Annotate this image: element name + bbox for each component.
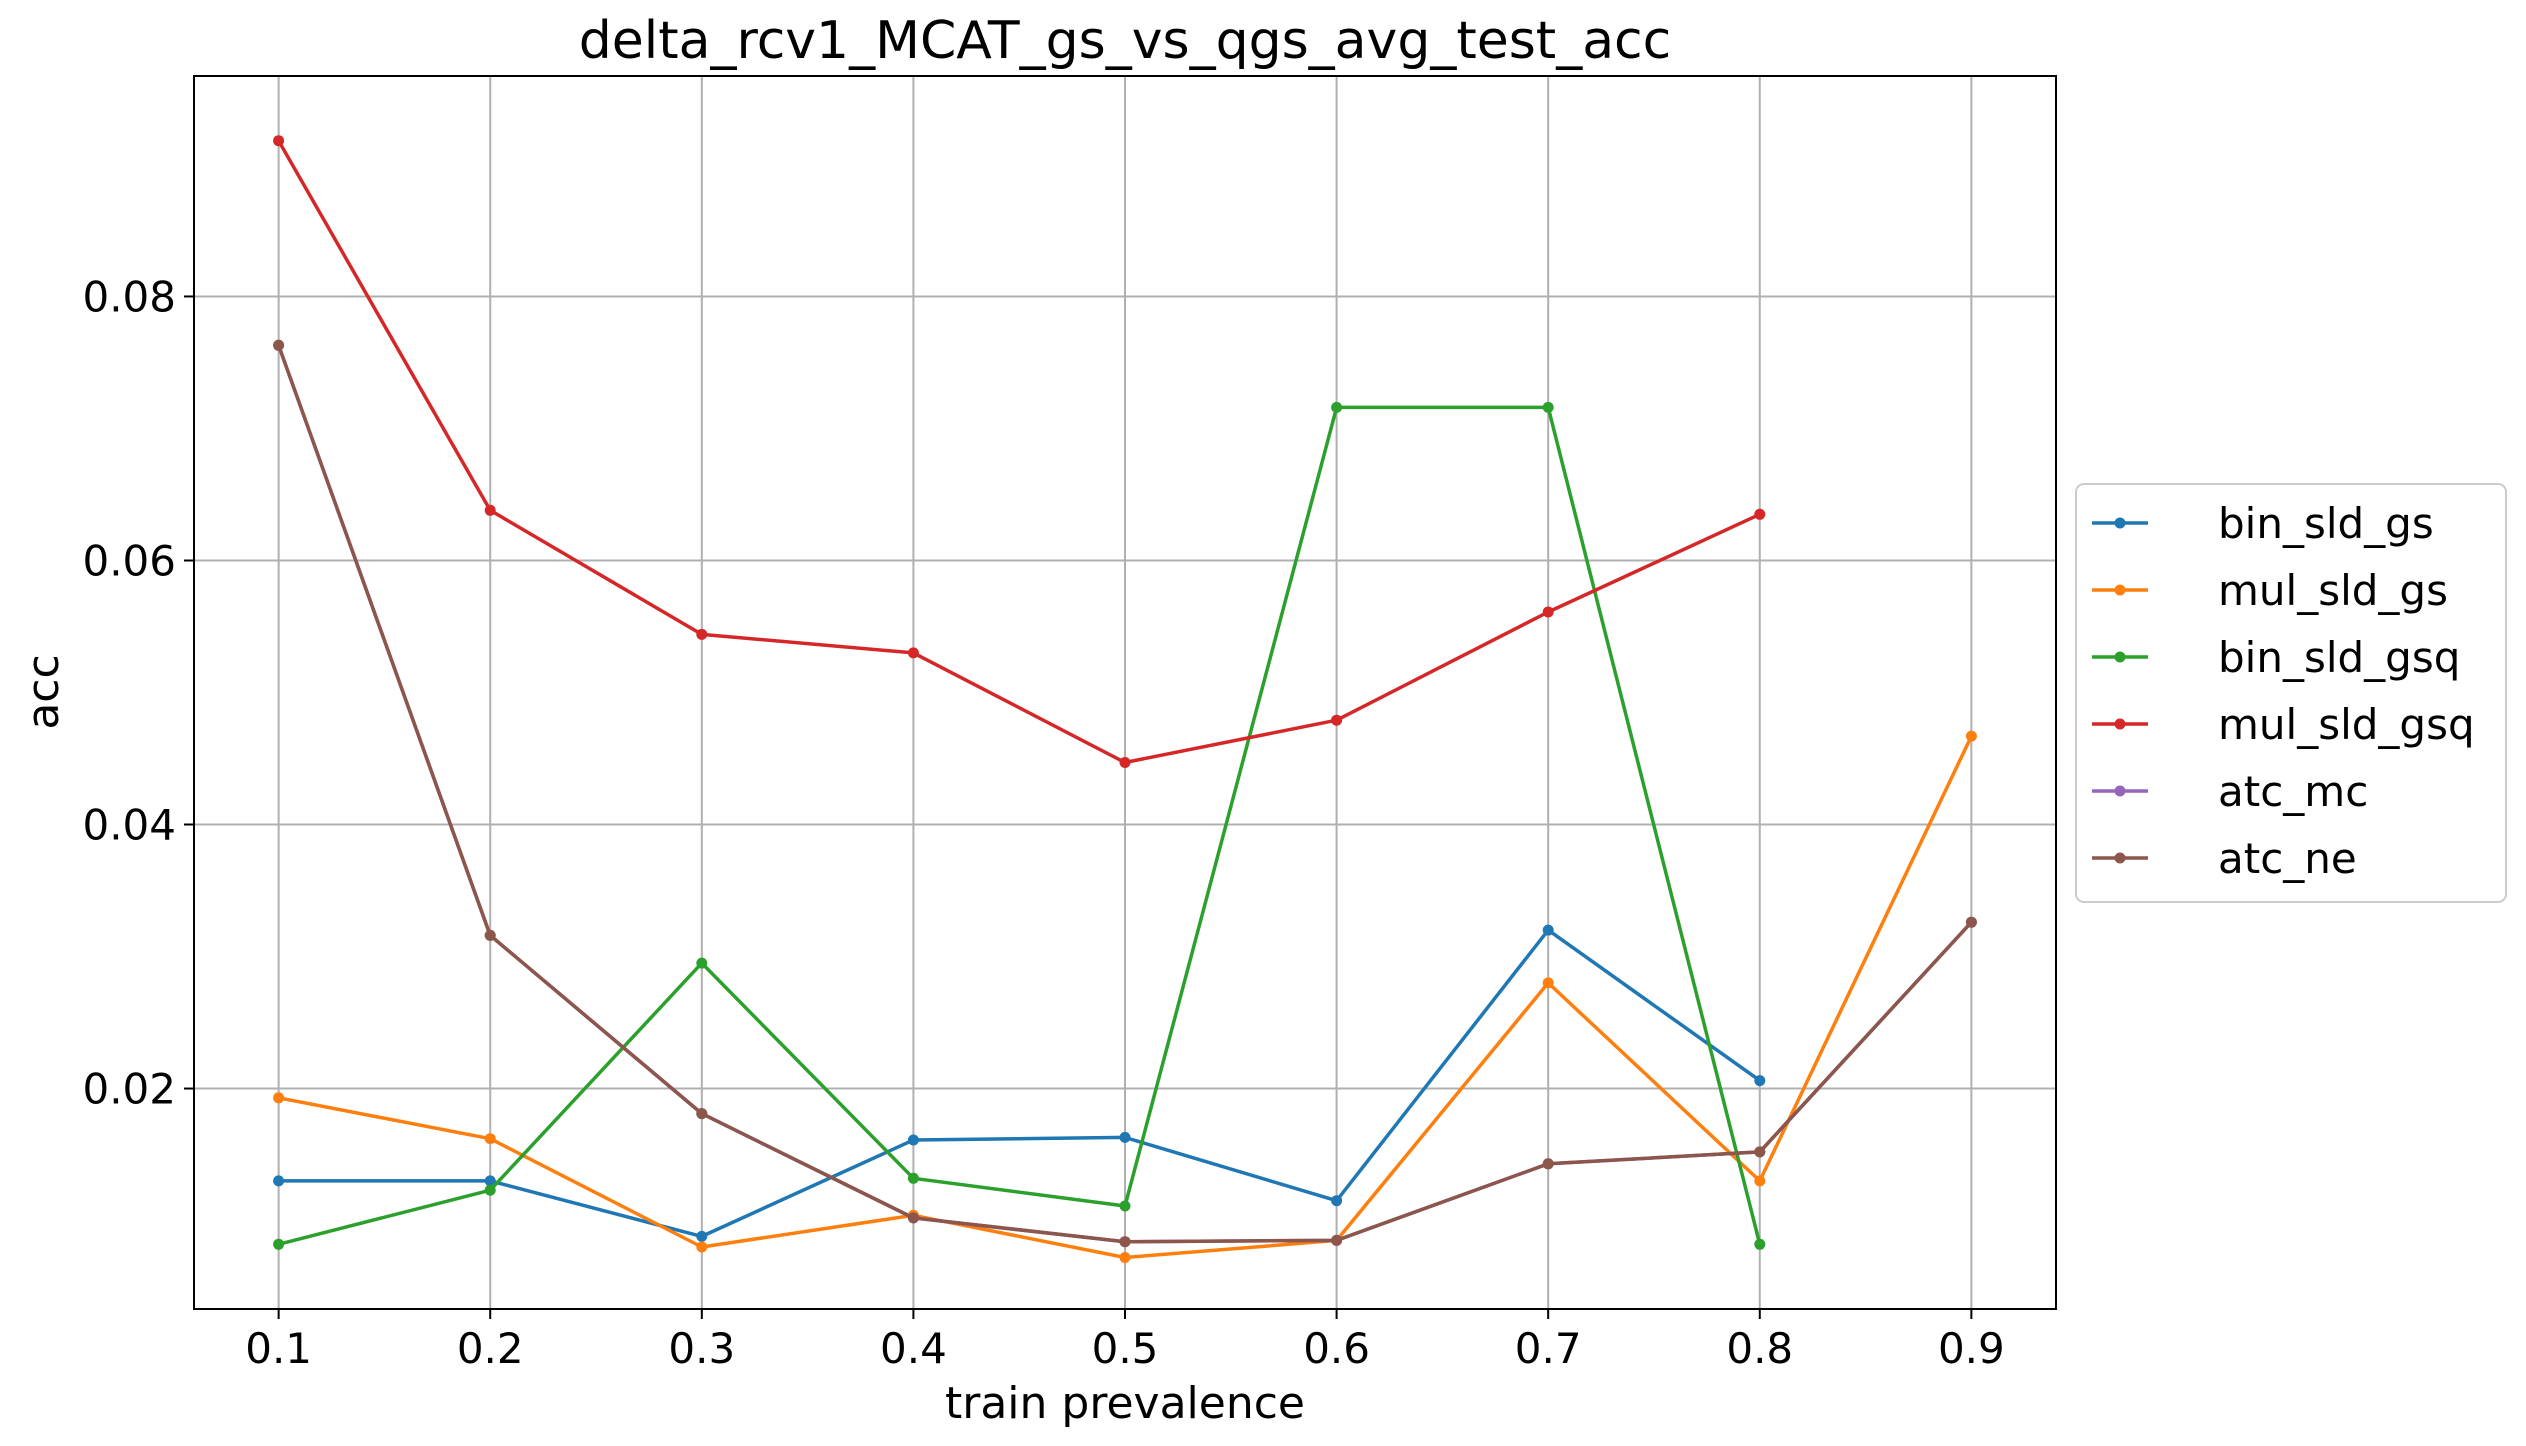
data-point [484,1175,496,1187]
data-point [907,1134,919,1146]
data-point [273,135,285,147]
data-point [907,1212,919,1224]
data-point [273,1092,285,1104]
legend-item-bin_sld_gsq: bin_sld_gsq [2092,633,2460,682]
data-point [1119,1200,1131,1212]
x-tick-label: 0.4 [880,1324,947,1373]
legend-marker [2114,785,2126,797]
data-point [1542,1158,1554,1170]
data-point [1119,1236,1131,1248]
legend-label: mul_sld_gs [2218,566,2448,615]
x-tick-label: 0.6 [1303,1324,1370,1373]
data-point [484,1184,496,1196]
data-point [696,1230,708,1242]
x-tick-label: 0.2 [457,1324,524,1373]
data-point [484,504,496,516]
data-point [1542,606,1554,618]
x-axis: 0.1 0.2 0.3 0.4 0.5 0.6 0.7 0.8 0.9 [245,1309,2005,1373]
data-point [273,339,285,351]
data-point [1754,1146,1766,1158]
x-tick-label: 0.9 [1938,1324,2005,1373]
legend-marker [2114,651,2126,663]
legend-label: atc_mc [2218,767,2368,816]
data-point [1119,1131,1131,1143]
grid [194,76,2056,1309]
series-line [278,928,1761,1239]
legend-marker [2114,517,2126,529]
data-point [484,1133,496,1145]
legend-box [2075,483,2507,903]
data-point [696,957,708,969]
legend-marker [2114,852,2126,864]
series-atc_ne [273,339,1977,1248]
chart-title: delta_rcv1_MCAT_gs_vs_qgs_avg_test_acc [579,11,1671,71]
y-tick-label: 0.04 [82,801,176,850]
data-point [1331,1234,1343,1246]
data-point [907,1172,919,1184]
legend-item-bin_sld_gs: bin_sld_gs [2092,499,2434,548]
x-tick-label: 0.7 [1515,1324,1582,1373]
y-tick-label: 0.02 [82,1065,176,1114]
legend-item-atc_mc: atc_mc [2092,767,2368,816]
legend-item-mul_sld_gsq: mul_sld_gsq [2092,700,2475,749]
x-tick-label: 0.8 [1726,1324,1793,1373]
legend-label: bin_sld_gsq [2218,633,2460,682]
y-tick-label: 0.06 [82,536,176,585]
data-point [1331,1195,1343,1207]
legend-label: mul_sld_gsq [2218,700,2475,749]
data-point [1542,924,1554,936]
data-point [1754,508,1766,520]
legend-label: bin_sld_gs [2218,499,2434,548]
data-point [1542,977,1554,989]
y-axis: 0.02 0.04 0.06 0.08 [82,272,194,1114]
data-point [1119,757,1131,768]
series-line [277,139,1761,765]
y-tick-label: 0.08 [82,272,176,321]
legend-marker [2114,718,2126,730]
data-point [1542,401,1554,413]
series-mul_sld_gsq [273,135,1766,768]
legend-marker [2114,584,2126,596]
data-point [484,929,496,941]
legend-item-atc_ne: atc_ne [2092,834,2357,883]
data-point [273,1238,285,1250]
x-tick-label: 0.1 [245,1324,312,1373]
legend-label: atc_ne [2218,834,2357,883]
data-point [1754,1175,1766,1187]
x-tick-label: 0.3 [668,1324,735,1373]
series-lines [273,135,1977,1263]
x-tick-label: 0.5 [1092,1324,1159,1373]
data-point [696,1241,708,1253]
series-line [278,405,1762,1246]
legend: bin_sld_gs mul_sld_gs bin_sld_gsq mul_sld_g… [2075,483,2507,903]
data-point [696,1108,708,1120]
x-axis-label: train prevalence [945,1378,1305,1429]
data-point [696,628,708,640]
data-point [273,1175,285,1187]
data-point [1965,730,1977,742]
data-point [1331,714,1343,726]
data-point [907,647,919,659]
series-bin_sld_gsq [273,401,1766,1250]
legend-item-mul_sld_gs: mul_sld_gs [2092,566,2448,615]
data-point [1965,916,1977,928]
data-point [1754,1075,1766,1087]
y-axis-label: acc [18,654,69,729]
series-bin_sld_gs [273,924,1766,1242]
data-point [1754,1238,1766,1250]
data-point [1119,1252,1131,1263]
data-point [1331,401,1343,413]
